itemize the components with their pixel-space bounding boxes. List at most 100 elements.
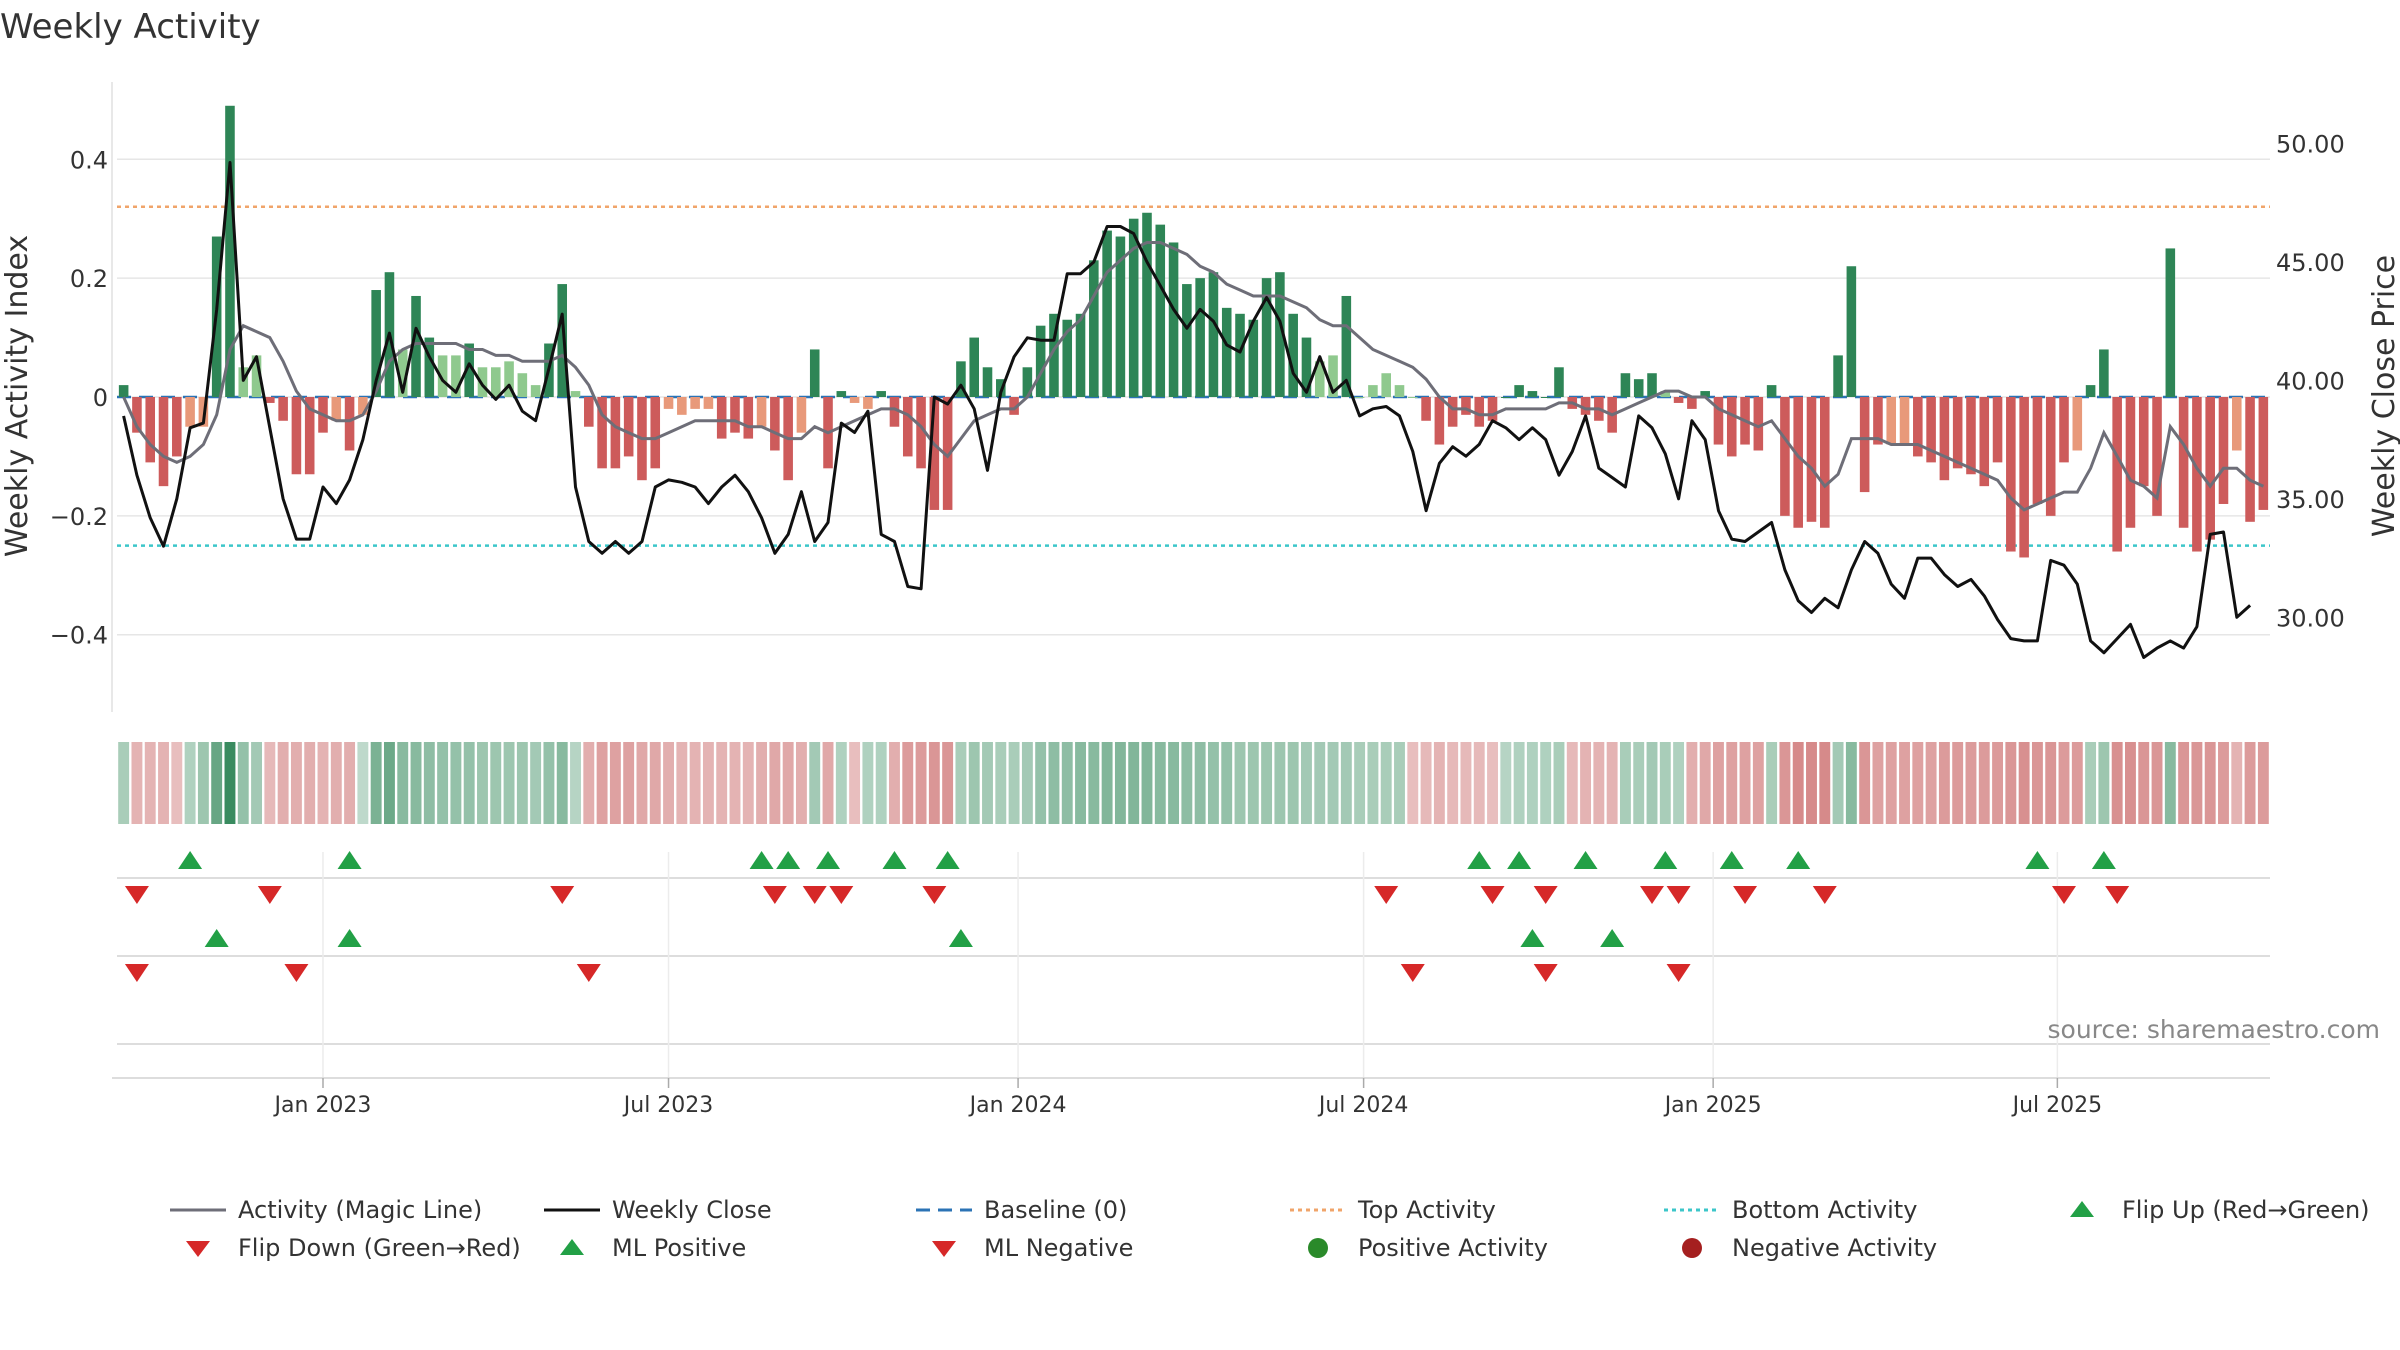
activity-bar xyxy=(1540,397,1551,398)
activity-bar xyxy=(730,397,740,433)
ml-strip-cell xyxy=(463,742,475,824)
date-axis: Jan 2023 Jul 2023 Jan 2024 Jul 2024 Jan 2025… xyxy=(112,1077,2270,1118)
solid-grey-line xyxy=(170,1208,226,1212)
chart-title: Weekly Activity xyxy=(0,7,261,47)
down-triangle-marker xyxy=(829,886,854,904)
up-triangle-marker xyxy=(337,851,362,869)
up-triangle-marker xyxy=(2091,851,2116,869)
ml-strip-cell xyxy=(237,742,249,824)
down-triangle-marker xyxy=(257,886,282,904)
activity-bar xyxy=(703,397,714,409)
activity-bar xyxy=(1168,242,1179,397)
y-tick-label: 0.2 xyxy=(70,265,108,293)
ml-color-strip xyxy=(118,742,2269,824)
activity-bar xyxy=(1208,272,1219,397)
ml-strip-cell xyxy=(490,742,502,824)
activity-bar xyxy=(1939,397,1950,481)
legend-dot-swatch xyxy=(1308,1238,1328,1258)
y2-tick-label: 40.00 xyxy=(2276,367,2345,395)
legend-label: Bottom Activity xyxy=(1732,1196,1918,1224)
activity-bar xyxy=(1288,313,1298,397)
reference-lines xyxy=(117,205,2270,547)
x-tick-label: Jul 2023 xyxy=(622,1093,714,1118)
up-triangle-marker xyxy=(1520,929,1545,947)
ml-strip-cell xyxy=(437,742,449,824)
activity-bar xyxy=(716,397,727,439)
activity-bar xyxy=(1966,397,1976,475)
up-triangle-marker xyxy=(948,929,973,947)
activity-bar xyxy=(1859,397,1870,493)
activity-bar xyxy=(2258,397,2269,510)
ml-strip-cell xyxy=(570,742,581,824)
activity-bars xyxy=(118,105,2269,558)
legend-label: Baseline (0) xyxy=(984,1196,1128,1224)
activity-bar xyxy=(1182,284,1192,397)
ml-strip-cell xyxy=(2018,742,2030,824)
activity-bar xyxy=(424,337,435,397)
weekly-close-series xyxy=(122,161,2252,659)
activity-bar xyxy=(1049,313,1059,397)
up-triangle-marker xyxy=(816,851,841,869)
activity-bar xyxy=(158,397,169,487)
activity-bar xyxy=(1514,385,1524,397)
ml-strip-cell xyxy=(1367,742,1379,824)
activity-bar xyxy=(530,385,541,397)
ml-strip-cell xyxy=(1845,742,1857,824)
y-tick-label: −0.4 xyxy=(50,622,108,650)
activity-bar xyxy=(2218,397,2229,504)
activity-bar xyxy=(291,397,302,475)
activity-bar xyxy=(1062,319,1073,397)
activity-bar xyxy=(557,284,568,397)
ml-strip-cell xyxy=(1739,742,1751,824)
ml-strip-cell xyxy=(1075,742,1086,824)
down-triangle-marker xyxy=(1533,886,1558,904)
ml-strip-cell xyxy=(357,742,369,824)
ml-strip-cell xyxy=(1407,742,1419,824)
ml-strip-cell xyxy=(397,742,409,824)
ml-strip-cell xyxy=(1806,742,1817,824)
activity-bar xyxy=(1952,397,1963,469)
ml-strip-cell xyxy=(1447,742,1459,824)
activity-bar xyxy=(889,397,900,427)
ml-strip-cell xyxy=(224,742,236,824)
ml-strip-cell xyxy=(1992,742,2004,824)
activity-bar xyxy=(371,290,381,397)
ml-strip-cell xyxy=(702,742,714,824)
ml-strip-cell xyxy=(889,742,900,824)
activity-bar xyxy=(1501,397,1511,398)
red-down-triangle-icon xyxy=(932,1241,956,1257)
ml-strip-cell xyxy=(2138,742,2150,824)
ml-strip-cell xyxy=(1606,742,1618,824)
y-tick-label: 0 xyxy=(93,384,108,412)
ml-strip-cell xyxy=(2058,742,2070,824)
activity-bar xyxy=(2085,385,2096,397)
up-triangle-marker xyxy=(2025,851,2050,869)
ml-strip-cell xyxy=(769,742,781,824)
red-down-triangle-icon xyxy=(186,1241,210,1257)
activity-bar xyxy=(2072,397,2083,451)
activity-bar xyxy=(2006,397,2016,552)
ml-strip-cell xyxy=(955,742,967,824)
ml-strip-cell xyxy=(795,742,807,824)
down-triangle-marker xyxy=(1400,964,1425,982)
down-triangle-marker xyxy=(550,886,575,904)
activity-bar xyxy=(942,397,953,510)
activity-bar xyxy=(1806,397,1817,522)
ml-strip-cell xyxy=(543,742,555,824)
activity-bar xyxy=(1527,391,1538,397)
down-triangle-marker xyxy=(922,886,947,904)
legend-item: Bottom Activity xyxy=(1662,1196,1917,1224)
ml-strip-cell xyxy=(1154,742,1166,824)
ml-strip-cell xyxy=(982,742,993,824)
activity-bar xyxy=(1726,397,1737,457)
activity-bar xyxy=(2032,397,2043,504)
ml-strip-cell xyxy=(410,742,422,824)
activity-bar xyxy=(663,397,674,409)
ml-strip-cell xyxy=(370,742,382,824)
activity-bar xyxy=(1461,397,1471,415)
ml-strip-cell xyxy=(1181,742,1193,824)
ml-strip-cell xyxy=(118,742,130,824)
activity-bar xyxy=(278,397,288,421)
activity-bar xyxy=(2192,397,2202,552)
dashed-blue-line xyxy=(916,1208,972,1212)
